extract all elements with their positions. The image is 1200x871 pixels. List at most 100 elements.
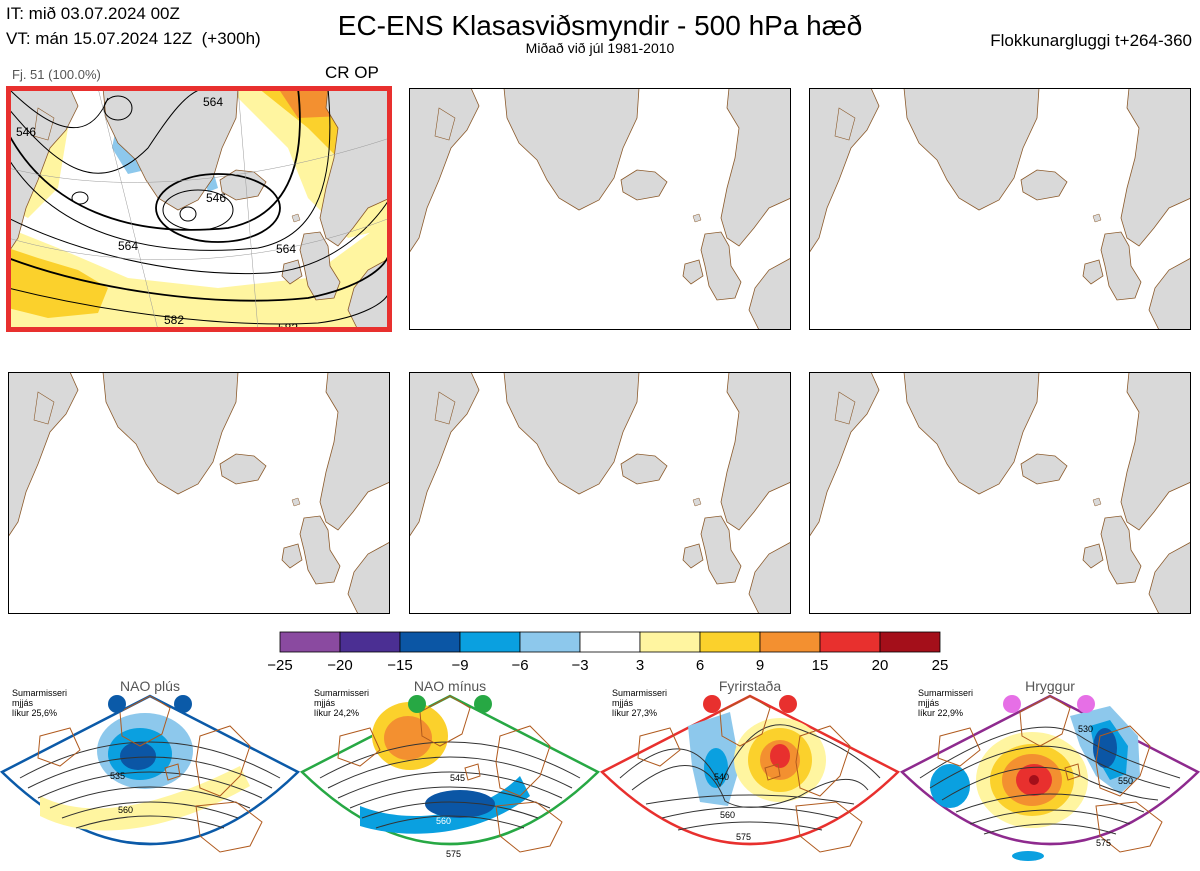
regime-nao-minus: NAO mínus Sumarmisseri mjjás líkur 24,2%… [300, 676, 600, 871]
regime-marker [1003, 695, 1021, 713]
positive-anomaly-core [1029, 775, 1039, 785]
negative-anomaly-core [425, 790, 495, 818]
initial-time: IT: mið 03.07.2024 00Z [6, 4, 180, 23]
regime-nao-plus: NAO plús Sumarmisseri mjjás líkur 25,6% … [0, 676, 300, 871]
regime-marker [474, 695, 492, 713]
contour-label: 550 [1118, 776, 1133, 786]
contour-label: 564 [203, 95, 223, 109]
cluster-map-panel-6[interactable] [809, 372, 1191, 614]
contour-label: 560 [436, 816, 451, 826]
contour-label: 575 [1096, 838, 1111, 848]
contour-label: 545 [450, 773, 465, 783]
regime-marker [779, 695, 797, 713]
regime-title: NAO mínus [414, 678, 486, 694]
contour-label: 575 [446, 849, 461, 859]
regime-season: Sumarmisseri [12, 688, 67, 698]
cluster-map-panel-5[interactable] [409, 372, 791, 614]
regime-probability: líkur 27,3% [612, 708, 657, 718]
colorbar-segment [459, 631, 521, 653]
positive-anomaly-core [8, 248, 108, 318]
positive-anomaly-core [384, 716, 432, 760]
regime-marker [108, 695, 126, 713]
regime-probability: líkur 24,2% [314, 708, 359, 718]
cluster-map-panel-3[interactable] [809, 88, 1191, 330]
regime-ridge: Hryggur Sumarmisseri mjjás líkur 22,9% 5… [900, 676, 1200, 871]
regime-probability: líkur 25,6% [12, 708, 57, 718]
negative-anomaly-area [930, 764, 970, 808]
regime-title: NAO plús [120, 678, 180, 694]
regime-marker [174, 695, 192, 713]
negative-anomaly-core [120, 742, 156, 770]
crop-label: CR OP [325, 63, 379, 82]
contour-label: 540 [714, 772, 729, 782]
contour-label: 560 [118, 805, 133, 815]
contour-label: 582 [278, 321, 298, 330]
member-count-label: Fj. 51 (100.0%) [12, 67, 101, 82]
colorbar-tick-label: −9 [451, 657, 468, 674]
colorbar-segment [819, 631, 881, 653]
cluster-map-2 [409, 88, 791, 330]
colorbar-segment [519, 631, 581, 653]
regime-season: Sumarmisseri [612, 688, 667, 698]
colorbar-tick-label: 3 [636, 657, 644, 674]
colorbar: −25 −20 −15 −9 −6 −3 3 6 9 15 20 25 [267, 631, 949, 674]
cluster-map-panel-2[interactable] [409, 88, 791, 330]
colorbar-segment [639, 631, 701, 653]
colorbar-tick-label: 9 [756, 657, 764, 674]
cluster-map-panel-4[interactable] [8, 372, 390, 614]
colorbar-segment [399, 631, 461, 653]
classification-window: Flokkunargluggi t+264-360 [990, 31, 1192, 50]
contour-label: 582 [164, 313, 184, 327]
regime-title: Hryggur [1025, 678, 1075, 694]
contour-label: 560 [720, 810, 735, 820]
colorbar-tick-label: −20 [327, 657, 352, 674]
page-subtitle: Miðað við júl 1981-2010 [525, 40, 675, 56]
cluster-map-4 [8, 372, 390, 614]
regime-season: Sumarmisseri [918, 688, 973, 698]
contour-label: 530 [1078, 724, 1093, 734]
negative-anomaly-area [1012, 851, 1044, 861]
contour-label: 564 [118, 239, 138, 253]
colorbar-tick-label: −3 [571, 657, 588, 674]
contour-label: 575 [736, 832, 751, 842]
regime-smoothing: mjjás [314, 698, 336, 708]
colorbar-segment [579, 631, 641, 653]
regime-marker [408, 695, 426, 713]
positive-anomaly-area [40, 766, 250, 831]
colorbar-segment [279, 631, 341, 653]
regime-blocking: Fyrirstaða Sumarmisseri mjjás líkur 27,3… [600, 676, 900, 871]
regime-frame [300, 694, 600, 846]
positive-anomaly-area [8, 218, 390, 330]
negative-anomaly-core [1093, 728, 1117, 768]
regime-smoothing: mjjás [12, 698, 34, 708]
valid-time: VT: mán 15.07.2024 12Z (+300h) [6, 29, 261, 48]
regime-title: Fyrirstaða [719, 678, 781, 694]
contour-label: 546 [206, 191, 226, 205]
contour-label: 535 [110, 771, 125, 781]
colorbar-tick-label: 15 [812, 657, 829, 674]
cluster-map-panel-1[interactable]: 546 546 564 564 564 582 582 [6, 86, 392, 332]
regime-marker [1077, 695, 1095, 713]
regime-smoothing: mjjás [612, 698, 634, 708]
cluster-map-3 [809, 88, 1191, 330]
colorbar-tick-label: 20 [872, 657, 889, 674]
regime-marker [703, 695, 721, 713]
negative-anomaly-core [704, 748, 728, 788]
cluster-map-5 [409, 372, 791, 614]
positive-anomaly-core [770, 744, 790, 768]
colorbar-segment [759, 631, 821, 653]
contour-label: 546 [16, 125, 36, 139]
colorbar-tick-label: −15 [387, 657, 412, 674]
colorbar-tick-label: −25 [267, 657, 292, 674]
regime-smoothing: mjjás [918, 698, 940, 708]
colorbar-segment [339, 631, 401, 653]
colorbar-segment [699, 631, 761, 653]
colorbar-tick-label: 6 [696, 657, 704, 674]
cluster-map-6 [809, 372, 1191, 614]
contour-label: 564 [276, 242, 296, 256]
colorbar-tick-label: −6 [511, 657, 528, 674]
colorbar-tick-label: 25 [932, 657, 949, 674]
cluster-map-1: 546 546 564 564 564 582 582 [8, 88, 390, 330]
regime-probability: líkur 22,9% [918, 708, 963, 718]
regime-season: Sumarmisseri [314, 688, 369, 698]
